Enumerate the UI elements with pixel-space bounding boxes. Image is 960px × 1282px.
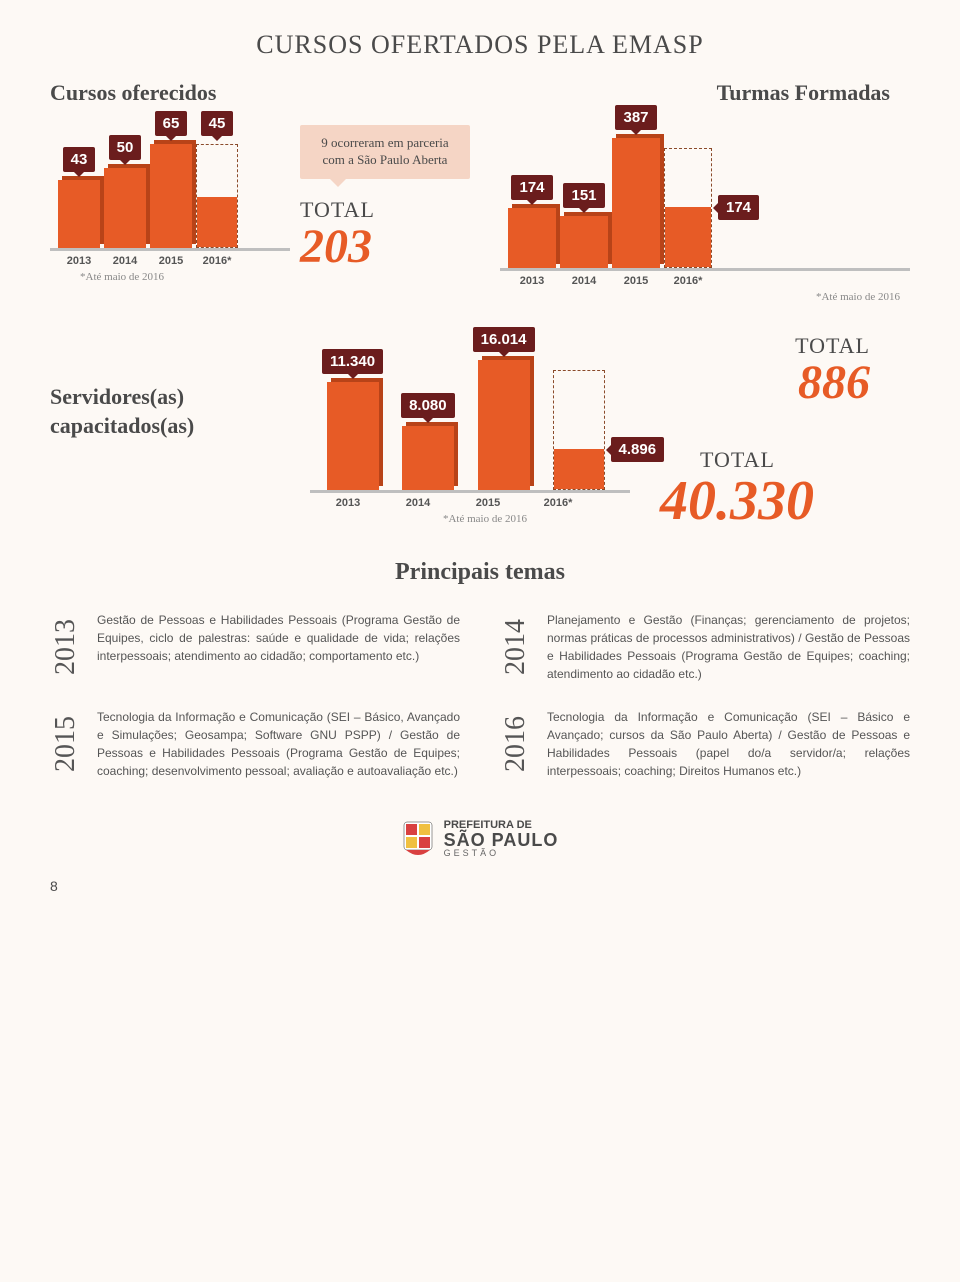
theme-year: 2015	[50, 708, 82, 780]
bar-2016*: 45	[196, 111, 238, 248]
total3-value: 40.330	[660, 473, 910, 529]
bar-2016*: 4.896	[553, 370, 665, 490]
x-label: 2015	[150, 255, 192, 267]
bar-value-badge: 4.896	[611, 437, 665, 462]
footer-l3: GESTÃO	[444, 849, 559, 858]
chart2-footnote: *Até maio de 2016	[530, 291, 900, 303]
bar-value-badge: 8.080	[401, 393, 455, 418]
total1-value: 203	[300, 223, 375, 271]
row-servidores: Servidores(as) capacitados(as) 11.340 8.0…	[50, 333, 910, 529]
bar-value-badge: 45	[201, 111, 234, 136]
bar-value-badge: 43	[63, 147, 96, 172]
theme-year: 2014	[500, 611, 532, 683]
x-label: 2013	[322, 497, 374, 509]
bar-value-badge: 174	[511, 175, 552, 200]
chart2-title: Turmas Formadas	[500, 80, 890, 106]
theme-text: Planejamento e Gestão (Finanças; gerenci…	[547, 611, 910, 683]
chart1-title: Cursos oferecidos	[50, 80, 290, 106]
bar-2014: 50	[104, 135, 146, 248]
bar-value-badge: 65	[155, 111, 188, 136]
chart1-summary: 9 ocorreram em parceria com a São Paulo …	[300, 125, 490, 271]
bar-2014: 8.080	[401, 393, 455, 490]
bar-2015: 387	[612, 105, 660, 268]
chart1-footnote: *Até maio de 2016	[80, 271, 290, 283]
bar-value-badge: 174	[718, 195, 759, 220]
x-label: 2014	[104, 255, 146, 267]
page-number: 8	[50, 878, 910, 894]
x-label: 2013	[58, 255, 100, 267]
total1-label: TOTAL	[300, 197, 375, 223]
bar-2015: 65	[150, 111, 192, 248]
chart3-footnote: *Até maio de 2016	[340, 513, 630, 525]
x-label: 2014	[560, 275, 608, 287]
theme-2015: 2015 Tecnologia da Informação e Comunicaç…	[50, 708, 460, 780]
footer-logo: PREFEITURA DE SÃO PAULO GESTÃO	[50, 820, 910, 858]
theme-2013: 2013 Gestão de Pessoas e Habilidades Pess…	[50, 611, 460, 683]
theme-text: Tecnologia da Informação e Comunicação (…	[97, 708, 460, 780]
x-label: 2015	[612, 275, 660, 287]
x-label: 2014	[392, 497, 444, 509]
bar-value-badge: 16.014	[473, 327, 535, 352]
x-label: 2016*	[196, 255, 238, 267]
chart3-title: Servidores(as) capacitados(as)	[50, 383, 280, 440]
footer-l2: SÃO PAULO	[444, 831, 559, 849]
chart-servidores: 11.3408.08016.0144.896 2013201420152016*…	[310, 333, 630, 525]
crest-icon	[402, 820, 434, 858]
bar-2013: 174	[508, 175, 556, 268]
total2-value: 886	[660, 359, 870, 407]
page-title: CURSOS OFERTADOS PELA EMASP	[50, 30, 910, 60]
theme-text: Tecnologia da Informação e Comunicação (…	[547, 708, 910, 780]
chart-turmas: Turmas Formadas 174 151 387 174 2013 2014 201…	[500, 80, 910, 303]
theme-year: 2013	[50, 611, 82, 683]
bar-value-badge: 11.340	[322, 349, 383, 374]
themes-grid: 2013 Gestão de Pessoas e Habilidades Pess…	[50, 611, 910, 780]
callout: 9 ocorreram em parceria com a São Paulo …	[300, 125, 470, 179]
bar-2014: 151	[560, 183, 608, 268]
bar-value-badge: 151	[563, 183, 604, 208]
bar-2016*: 174	[664, 148, 759, 268]
themes-title: Principais temas	[50, 559, 910, 586]
theme-2014: 2014 Planejamento e Gestão (Finanças; ger…	[500, 611, 910, 683]
x-label: 2015	[462, 497, 514, 509]
bar-value-badge: 387	[615, 105, 656, 130]
bar-2015: 16.014	[473, 327, 535, 490]
bar-value-badge: 50	[109, 135, 142, 160]
x-label: 2016*	[532, 497, 584, 509]
theme-2016: 2016 Tecnologia da Informação e Comunicaç…	[500, 708, 910, 780]
row-charts-top: Cursos oferecidos 43 50 65 45 2013 2014 2015 2…	[50, 80, 910, 303]
bar-2013: 11.340	[322, 349, 383, 490]
theme-text: Gestão de Pessoas e Habilidades Pessoais…	[97, 611, 460, 683]
theme-year: 2016	[500, 708, 532, 780]
bar-2013: 43	[58, 147, 100, 248]
x-label: 2016*	[664, 275, 712, 287]
chart-cursos: Cursos oferecidos 43 50 65 45 2013 2014 2015 2…	[50, 80, 290, 283]
x-label: 2013	[508, 275, 556, 287]
